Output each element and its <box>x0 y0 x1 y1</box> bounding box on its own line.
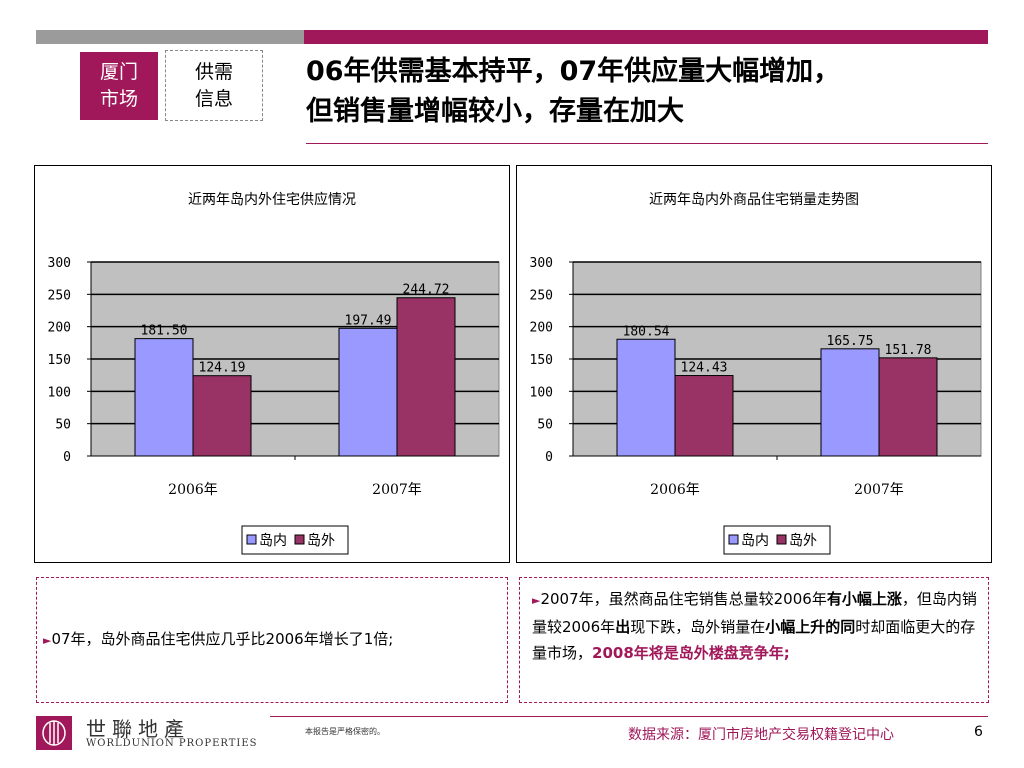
y-tick-label: 50 <box>537 418 553 433</box>
note-sales-highlight: 2008年将是岛外楼盘竞争年; <box>592 644 790 662</box>
y-tick-label: 300 <box>48 256 71 271</box>
company-logo-svg <box>36 716 72 750</box>
y-tick-label: 200 <box>530 321 553 336</box>
note-sales-part-d: 出 <box>615 618 631 636</box>
y-tick-label: 100 <box>48 385 71 400</box>
confidential-notice: 本报告是严格保密的。 <box>305 727 385 736</box>
bar <box>674 375 734 457</box>
bar <box>396 297 456 457</box>
x-tick-label: 2007年 <box>372 482 422 498</box>
page-title-line1: 06年供需基本持平，07年供应量大幅增加， <box>306 56 841 87</box>
bullet-icon: ► <box>532 594 541 607</box>
y-tick-label: 300 <box>530 256 553 271</box>
legend-swatch <box>294 534 305 545</box>
note-sales-part-c: ，但岛内销量较2006年 <box>532 590 977 636</box>
x-tick-label: 2007年 <box>854 482 904 498</box>
sales-chart: 近两年岛内外商品住宅销量走势图 0 50 100 150 200 250 300 180.54 1… <box>516 165 992 563</box>
section-tag-city-line1: 厦门 <box>99 61 138 83</box>
data-label: 244.72 <box>403 283 450 298</box>
supply-chart-svg: 近两年岛内外住宅供应情况 0 50 100 150 200 250 300 181.50 124.… <box>48 191 500 555</box>
data-label: 124.43 <box>681 361 728 376</box>
bullet-icon: ► <box>43 634 52 647</box>
chart-title: 近两年岛内外商品住宅销量走势图 <box>649 192 859 208</box>
data-label: 151.78 <box>885 343 932 358</box>
x-tick-label: 2006年 <box>168 482 218 498</box>
section-tag-city-line2: 市场 <box>99 88 138 110</box>
data-label: 165.75 <box>827 334 874 349</box>
y-tick-label: 150 <box>48 353 71 368</box>
legend: 岛内 岛外 <box>241 525 349 555</box>
legend-swatch <box>728 534 739 545</box>
note-sales-part-g: 时却面临更大的存量市场， <box>532 618 976 662</box>
note-sales: ►2007年，虽然商品住宅销售总量较2006年有小幅上涨，但岛内销量较2006年… <box>519 577 989 703</box>
supply-chart: 近两年岛内外住宅供应情况 0 50 100 150 200 250 300 181.50 124.… <box>34 165 510 563</box>
x-tick-label: 2006年 <box>650 482 700 498</box>
y-tick-label: 250 <box>48 288 71 303</box>
bar <box>338 327 398 457</box>
bar <box>878 357 938 457</box>
note-sales-part-b: 有小幅上涨 <box>826 590 902 608</box>
note-sales-part-a: 2007年，虽然商品住宅销售总量较2006年 <box>540 590 827 608</box>
legend-label: 岛外 <box>307 533 335 549</box>
y-tick-label: 200 <box>48 321 71 336</box>
note-supply: ►07年，岛外商品住宅供应几乎比2006年增长了1倍; <box>36 577 508 703</box>
y-tick-label: 150 <box>530 353 553 368</box>
note-sales-part-f: 小幅上升的同 <box>765 618 856 636</box>
title-divider <box>306 143 988 144</box>
page-number: 6 <box>974 724 983 740</box>
data-label: 181.50 <box>141 324 188 339</box>
legend: 岛内 岛外 <box>723 525 831 555</box>
data-label: 124.19 <box>199 361 246 376</box>
y-tick-label: 0 <box>545 450 553 465</box>
data-source: 数据来源：厦门市房地产交易权籍登记中心 <box>628 727 894 743</box>
section-tag-info-line2: 信息 <box>194 88 233 110</box>
y-tick-label: 0 <box>63 450 71 465</box>
top-bar-accent <box>304 30 988 44</box>
bar <box>616 338 676 457</box>
bar <box>192 375 252 457</box>
note-supply-text: 07年，岛外商品住宅供应几乎比2006年增长了1倍; <box>51 630 394 648</box>
legend-label: 岛外 <box>789 533 817 549</box>
y-tick-label: 50 <box>55 418 71 433</box>
legend-label: 岛内 <box>259 533 287 549</box>
legend-swatch <box>776 534 787 545</box>
section-tag-info: 供需 信息 <box>165 50 263 121</box>
legend-swatch <box>246 534 257 545</box>
data-label: 180.54 <box>623 324 670 339</box>
sales-chart-svg: 近两年岛内外商品住宅销量走势图 0 50 100 150 200 250 300 180.54 1… <box>530 192 982 555</box>
bar <box>820 348 880 457</box>
bar <box>134 338 194 457</box>
chart-title: 近两年岛内外住宅供应情况 <box>188 191 356 208</box>
company-logo-icon <box>36 716 72 750</box>
y-tick-label: 100 <box>530 385 553 400</box>
top-bar-grey <box>36 30 304 44</box>
y-tick-label: 250 <box>530 288 553 303</box>
section-tag-info-line1: 供需 <box>194 61 233 83</box>
company-name-en: WORLDUNION PROPERTIES <box>86 738 258 749</box>
footer-divider <box>270 716 988 717</box>
note-sales-part-e: 现下跌，岛外销量在 <box>630 618 766 636</box>
page-title: 06年供需基本持平，07年供应量大幅增加， 但销售量增幅较小，存量在加大 <box>306 52 1006 132</box>
page-title-line2: 但销售量增幅较小，存量在加大 <box>306 96 684 127</box>
data-label: 197.49 <box>345 313 392 328</box>
legend-label: 岛内 <box>741 533 769 549</box>
section-tag-city: 厦门 市场 <box>80 52 158 120</box>
company-name-cn: 世聯地產 <box>86 717 190 741</box>
